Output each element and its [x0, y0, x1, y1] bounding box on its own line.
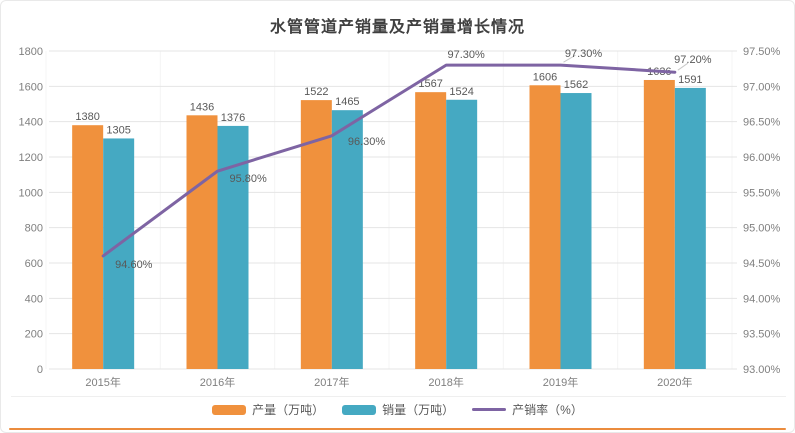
- rate-label-leader-line: [677, 62, 689, 71]
- left-axis-tick-label: 400: [25, 293, 43, 305]
- bar-value-label-production: 1522: [304, 86, 328, 98]
- legend-swatch-sales-icon: [342, 404, 377, 415]
- bar-value-label-sales: 1591: [678, 74, 702, 86]
- bar-value-label-production: 1436: [190, 101, 214, 113]
- right-axis-tick-label: 93.50%: [743, 329, 781, 341]
- bar-value-label-sales: 1562: [564, 79, 588, 91]
- rate-point-label: 95.80%: [230, 173, 268, 185]
- right-axis-tick-label: 96.50%: [743, 117, 781, 129]
- left-axis-tick-label: 200: [25, 329, 43, 341]
- right-axis-tick-label: 95.50%: [743, 187, 781, 199]
- bar-production-2015年: [72, 125, 104, 369]
- chart-title: 水管管道产销量及产销量增长情况: [269, 19, 525, 36]
- rate-point-label: 94.60%: [115, 259, 153, 271]
- rate-point-label: 97.30%: [448, 49, 486, 61]
- right-axis-tick-label: 97.50%: [743, 46, 781, 58]
- bar-production-2016年: [186, 115, 218, 369]
- x-axis-label: 2015年: [85, 375, 120, 389]
- right-axis-tick-label: 96.00%: [743, 152, 781, 164]
- card-bottom-accent-rule: [9, 428, 786, 430]
- right-axis-tick-label: 95.00%: [743, 223, 781, 235]
- left-axis-tick-label: 0: [37, 364, 43, 376]
- left-axis-tick-label: 1600: [19, 81, 43, 93]
- left-axis-tick-label: 1800: [19, 46, 43, 58]
- rate-point-label: 97.20%: [674, 54, 712, 66]
- bar-value-label-sales: 1524: [449, 86, 473, 98]
- bar-value-label-production: 1567: [418, 78, 442, 90]
- legend-label-rate: 产销率（%）: [512, 403, 583, 417]
- left-axis-tick-label: 800: [25, 223, 43, 235]
- bar-value-label-sales: 1305: [106, 124, 130, 136]
- bar-value-label-production: 1606: [533, 71, 557, 83]
- left-axis-tick-label: 1200: [19, 152, 43, 164]
- bar-production-2019年: [529, 85, 561, 370]
- bar-sales-2017年: [331, 110, 363, 369]
- x-axis-label: 2018年: [428, 375, 463, 389]
- bar-value-label-production: 1380: [75, 111, 99, 123]
- rate-point-label: 97.30%: [565, 48, 603, 60]
- bar-sales-2019年: [560, 93, 592, 370]
- rate-line: [101, 63, 677, 258]
- legend-item-rate: 产销率（%）: [472, 401, 583, 418]
- left-axis-tick-label: 1400: [19, 117, 43, 129]
- x-axis-label: 2016年: [200, 375, 235, 389]
- x-axis-label: 2019年: [543, 375, 578, 389]
- bar-production-2020年: [643, 79, 675, 370]
- bar-value-label-sales: 1376: [221, 112, 245, 124]
- bar-value-label-sales: 1465: [335, 96, 359, 108]
- right-axis-tick-label: 97.00%: [743, 81, 781, 93]
- x-axis-label: 2017年: [314, 375, 349, 389]
- right-axis-tick-label: 94.00%: [743, 293, 781, 305]
- legend-item-production: 产量（万吨）: [212, 401, 324, 418]
- left-axis-tick-label: 1000: [19, 187, 43, 199]
- right-axis-tick-label: 94.50%: [743, 258, 781, 270]
- rate-point-label: 96.30%: [348, 136, 386, 148]
- bar-production-2018年: [415, 92, 447, 369]
- legend-label-production: 产量（万吨）: [252, 403, 325, 417]
- rate-label-leader-line: [563, 54, 576, 63]
- legend-swatch-production-icon: [212, 404, 247, 415]
- x-axis-label: 2020年: [657, 375, 692, 389]
- chart-legend: 产量（万吨） 销量（万吨） 产销率（%）: [1, 401, 794, 418]
- legend-item-sales: 销量（万吨）: [342, 401, 454, 418]
- right-axis-tick-label: 93.00%: [743, 364, 781, 376]
- bar-sales-2020年: [674, 87, 706, 369]
- legend-label-sales: 销量（万吨）: [382, 403, 455, 417]
- bar-sales-2018年: [446, 99, 478, 369]
- legend-swatch-rate-icon: [472, 408, 507, 411]
- left-axis-tick-label: 600: [25, 258, 43, 270]
